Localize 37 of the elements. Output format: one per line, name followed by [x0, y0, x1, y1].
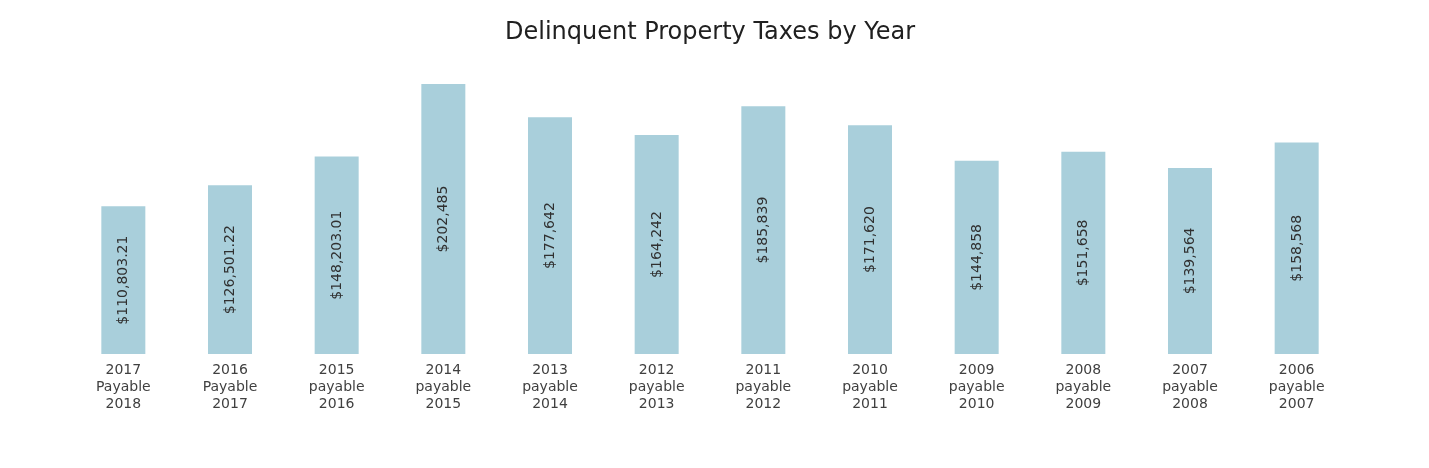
bar	[314, 156, 359, 354]
bar	[208, 185, 252, 354]
x-tick-label: 2008 payable 2009	[1055, 360, 1112, 411]
data-label: $202,485	[434, 185, 451, 253]
data-label: $139,564	[1181, 227, 1197, 295]
data-label: $110,803.21	[114, 235, 131, 325]
data-label: $177,642	[541, 202, 557, 269]
x-tick-label: 2007 payable 2008	[1162, 360, 1218, 411]
x-tick-label: 2016 Payable 2017	[202, 360, 258, 411]
data-label: $148,203.01	[327, 210, 344, 300]
x-tick-label: 2015 payable 2016	[308, 360, 365, 411]
bar	[741, 106, 786, 354]
data-label: $164,242	[647, 211, 664, 278]
data-label: $126,501.22	[221, 225, 237, 315]
bar	[528, 117, 572, 354]
bar	[1061, 151, 1106, 354]
chart-title: Delinquent Property Taxes by Year	[504, 17, 916, 45]
data-label: $171,620	[861, 206, 877, 273]
bar	[101, 206, 146, 354]
x-tick-label: 2006 payable 2007	[1268, 360, 1325, 411]
x-tick-label: 2010 payable 2011	[842, 360, 898, 411]
bar	[848, 125, 892, 354]
x-tick-label: 2011 payable 2012	[735, 360, 792, 411]
bar	[1168, 167, 1212, 354]
data-label: $158,568	[1287, 214, 1304, 282]
bar	[954, 160, 999, 354]
x-tick-label: 2009 payable 2010	[948, 360, 1005, 411]
data-label: $185,839	[754, 196, 771, 264]
x-tick-label: 2017 Payable 2018	[96, 360, 151, 411]
bar	[1274, 142, 1319, 354]
bar	[634, 134, 679, 354]
data-label: $151,658	[1074, 219, 1091, 287]
data-label: $144,858	[967, 224, 984, 291]
x-tick-label: 2014 payable 2015	[415, 360, 472, 411]
bar	[421, 84, 466, 354]
x-tick-label: 2013 payable 2014	[522, 360, 578, 411]
x-tick-label: 2012 payable 2013	[628, 360, 685, 411]
